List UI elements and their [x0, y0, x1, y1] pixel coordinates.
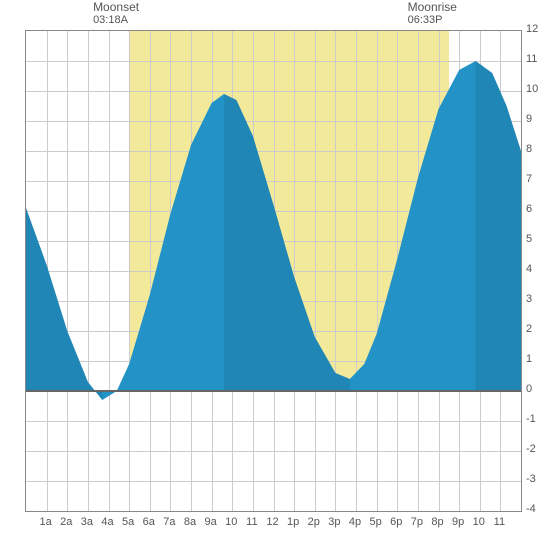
- zero-line: [26, 390, 521, 392]
- y-tick-label: 1: [526, 353, 532, 365]
- x-tick-label: 6a: [143, 516, 155, 528]
- y-tick-label: 6: [526, 203, 532, 215]
- tide-chart: -4-3-2-101234567891011121a2a3a4a5a6a7a8a…: [0, 0, 550, 550]
- x-tick-label: 9a: [205, 516, 217, 528]
- y-tick-label: 0: [526, 383, 532, 395]
- tide-area: [26, 31, 521, 511]
- y-tick-label: 2: [526, 323, 532, 335]
- moonset-label: Moonset03:18A: [93, 0, 139, 28]
- moonrise-time: 06:33P: [408, 14, 457, 27]
- x-tick-label: 11: [246, 516, 257, 528]
- y-tick-label: -2: [526, 443, 536, 455]
- moonrise-title: Moonrise: [408, 0, 457, 14]
- plot-area: [25, 30, 522, 512]
- x-tick-label: 5p: [370, 516, 382, 528]
- x-tick-label: 7p: [411, 516, 423, 528]
- x-tick-label: 7a: [163, 516, 175, 528]
- x-tick-label: 10: [225, 516, 237, 528]
- y-tick-label: 3: [526, 293, 532, 305]
- x-tick-label: 11: [494, 516, 505, 528]
- x-tick-label: 9p: [452, 516, 464, 528]
- x-tick-label: 1p: [287, 516, 299, 528]
- y-tick-label: -4: [526, 503, 536, 515]
- x-tick-label: 8p: [431, 516, 443, 528]
- moonrise-label: Moonrise06:33P: [408, 0, 457, 28]
- y-tick-label: 12: [526, 23, 538, 35]
- y-tick-label: 10: [526, 83, 538, 95]
- y-tick-label: 5: [526, 233, 532, 245]
- y-tick-label: 7: [526, 173, 532, 185]
- x-tick-label: 5a: [122, 516, 134, 528]
- moonset-time: 03:18A: [93, 14, 139, 27]
- y-tick-label: -1: [526, 413, 536, 425]
- x-tick-label: 1a: [40, 516, 52, 528]
- x-tick-label: 6p: [390, 516, 402, 528]
- y-tick-label: 9: [526, 113, 532, 125]
- x-tick-label: 2a: [60, 516, 72, 528]
- x-tick-label: 2p: [308, 516, 320, 528]
- moonset-title: Moonset: [93, 0, 139, 14]
- x-tick-label: 3p: [328, 516, 340, 528]
- x-tick-label: 12: [266, 516, 278, 528]
- x-tick-label: 3a: [81, 516, 93, 528]
- y-tick-label: 11: [526, 53, 537, 65]
- y-tick-label: -3: [526, 473, 536, 485]
- y-tick-label: 8: [526, 143, 532, 155]
- y-tick-label: 4: [526, 263, 532, 275]
- x-tick-label: 4p: [349, 516, 361, 528]
- x-tick-label: 10: [473, 516, 485, 528]
- x-tick-label: 8a: [184, 516, 196, 528]
- x-tick-label: 4a: [101, 516, 113, 528]
